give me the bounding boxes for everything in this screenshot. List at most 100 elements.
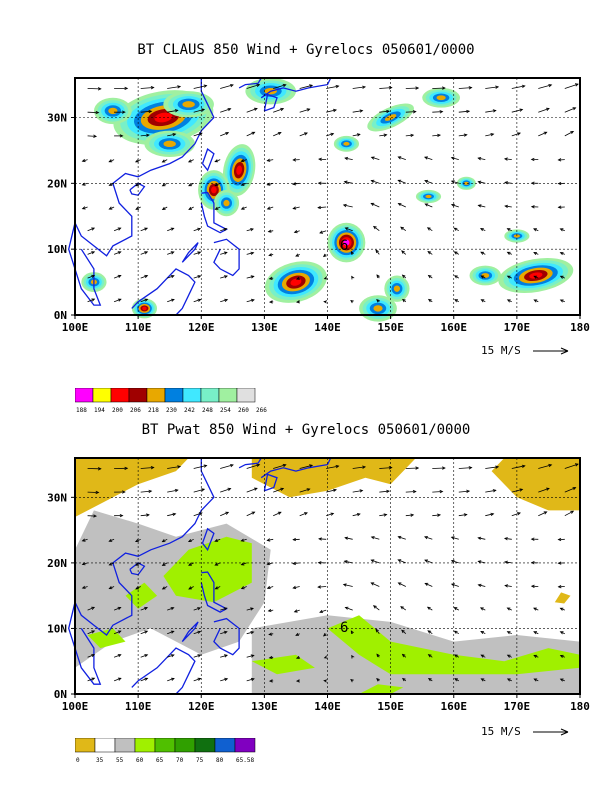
wind-arrow [559, 631, 565, 635]
wind-arrow [504, 204, 512, 209]
colorbar-label: 230 [166, 407, 177, 414]
wind-arrow [140, 606, 149, 611]
wind-arrow [114, 110, 126, 114]
cloud-cluster [384, 114, 397, 121]
wind-arrow [480, 299, 486, 303]
wind-arrow [557, 181, 565, 186]
wind-arrow [167, 677, 175, 682]
wind-arrow [299, 132, 308, 137]
pwat-area-0 [75, 458, 189, 517]
wind-arrow [268, 253, 274, 257]
cyclone-marker: 6 [340, 238, 348, 254]
coastline-segment [213, 617, 240, 656]
wind-arrow [352, 465, 367, 469]
wind-arrow [87, 677, 96, 682]
wind-arrow [564, 83, 579, 89]
wind-arrow [299, 512, 308, 517]
x-tick-label: 140E [314, 321, 341, 334]
wind-arrow [317, 181, 327, 185]
wind-arrow [426, 606, 433, 611]
pwat-area-0 [554, 592, 571, 604]
wind-arrow [240, 562, 247, 566]
wind-arrow [559, 607, 565, 611]
wind-arrow [352, 489, 364, 493]
wind-arrow [432, 489, 444, 494]
wind-arrow [557, 561, 565, 565]
wind-arrow [87, 298, 96, 303]
wind-arrow [564, 463, 579, 469]
wind-arrow [538, 131, 548, 137]
wind-arrow [511, 132, 521, 137]
wind-arrow [506, 299, 512, 303]
wind-arrow [405, 133, 415, 138]
wind-arrow [432, 86, 446, 90]
wind-arrow [140, 677, 149, 682]
wind-arrow [323, 253, 327, 258]
x-tick-label: 100E [62, 700, 89, 713]
wind-arrow [458, 86, 473, 90]
pwat-area-60 [251, 654, 315, 675]
wind-arrow [453, 607, 459, 611]
pwat-area-60 [125, 582, 158, 609]
wind-arrow [220, 677, 229, 682]
wind-arrow [453, 227, 459, 232]
cloud-cluster [223, 199, 230, 207]
wind-arrow [427, 298, 433, 303]
cloud-cluster [182, 101, 195, 108]
wind-arrow [379, 489, 391, 494]
wind-arrow [424, 179, 433, 184]
wind-arrow [193, 677, 202, 682]
wind-arrow [246, 107, 258, 113]
wind-arrow [114, 86, 129, 91]
wind-arrow [240, 158, 247, 163]
wind-arrow [140, 109, 153, 114]
wind-arrow [266, 206, 274, 210]
wind-arrow [214, 562, 221, 566]
wind-arrow [246, 654, 255, 658]
wind-arrow [220, 511, 230, 517]
wind-arrow [427, 677, 433, 682]
wind-arrow [295, 655, 300, 659]
wind-arrow [485, 133, 495, 137]
wind-arrow [113, 654, 122, 658]
wind-arrow [240, 206, 247, 210]
wind-arrow [511, 512, 521, 517]
wind-arrow [511, 84, 526, 89]
wind-arrow [397, 582, 406, 587]
wind-arrow [167, 654, 175, 658]
wind-arrow [214, 182, 221, 186]
wind-arrow [323, 679, 328, 683]
wind-arrow [450, 559, 459, 564]
wind-arrow [351, 275, 355, 280]
colorbar-swatch [114, 738, 136, 753]
wind-arrow [350, 250, 354, 255]
wind-arrow [140, 86, 155, 90]
wind-arrow [292, 585, 300, 590]
y-tick-label: 0N [54, 688, 67, 701]
wind-arrow [350, 630, 354, 635]
panel2-title: BT Pwat 850 Wind + Gyrelocs 050601/0000 [141, 422, 471, 438]
wind-arrow [81, 538, 88, 542]
wind-arrow [292, 158, 300, 162]
wind-arrow [397, 156, 406, 160]
colorbar-label: 65 [156, 757, 164, 764]
coastline-segment [201, 148, 215, 172]
wind-arrow [140, 489, 153, 494]
wind-arrow [108, 562, 115, 566]
wind-arrow [193, 298, 202, 303]
wind-arrow [372, 605, 380, 611]
wind-arrow [397, 535, 406, 540]
wind-arrow [113, 677, 122, 682]
wind-arrow [267, 229, 274, 233]
wind-arrow [400, 226, 407, 232]
wind-arrow [140, 274, 149, 279]
wind-arrow [538, 84, 553, 89]
wind-arrow [405, 110, 417, 114]
wind-arrow [530, 561, 539, 565]
vector-ref-arrow [533, 347, 569, 355]
wind-arrow [214, 206, 221, 210]
wind-arrow [246, 83, 261, 89]
wind-arrow [477, 536, 486, 540]
colorbar-swatch [94, 738, 116, 753]
